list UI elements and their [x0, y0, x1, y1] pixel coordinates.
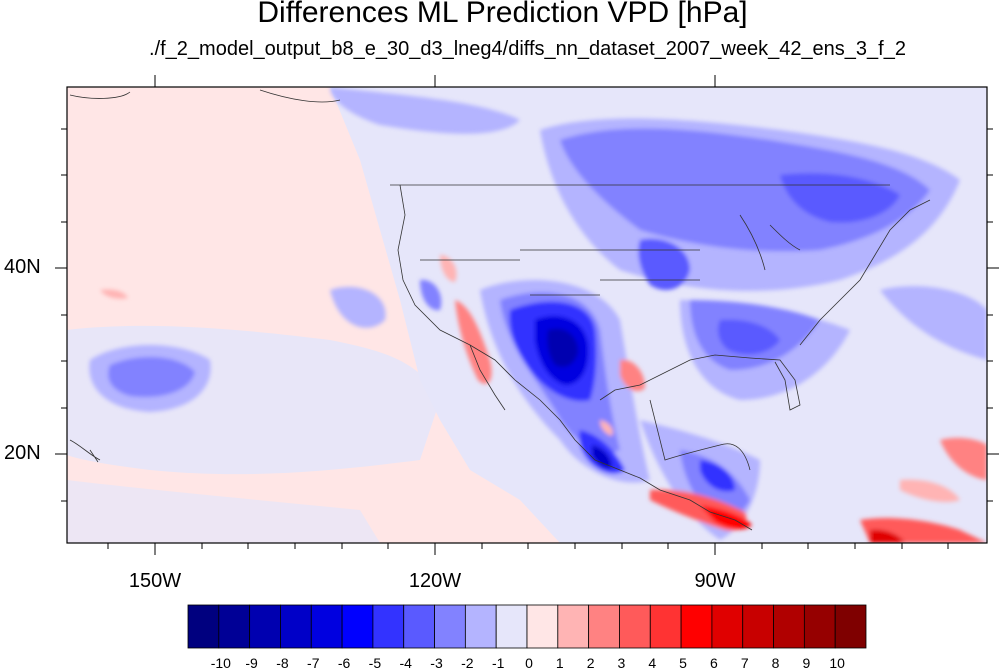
- colorbar-swatch: [434, 604, 466, 649]
- colorbar-swatch: [310, 604, 343, 649]
- colorbar-swatch: [372, 604, 405, 649]
- colorbar-swatch: [619, 604, 651, 649]
- colorbar-tick-label: 0: [525, 655, 533, 671]
- colorbar-swatch: [803, 604, 836, 649]
- colorbar-swatch: [711, 604, 744, 649]
- colorbar-tick-label: 5: [679, 655, 687, 671]
- colorbar-swatch: [464, 604, 497, 649]
- axis-ticks: [55, 75, 999, 555]
- lon-label-150w: 150W: [128, 570, 182, 592]
- colorbar-swatch: [557, 604, 590, 649]
- map-subtitle: ./f_2_model_output_b8_e_30_d3_lneg4/diff…: [149, 38, 906, 60]
- colorbar-swatch: [341, 604, 374, 649]
- colorbar-swatch: [218, 604, 251, 649]
- colorbar-tick-label: 10: [829, 655, 845, 671]
- colorbar-tick-label: -3: [430, 655, 443, 671]
- coastlines: [69, 89, 931, 531]
- map-field: [67, 87, 987, 543]
- lat-label-40n: 40N: [4, 256, 41, 278]
- lon-label-120w: 120W: [408, 570, 462, 592]
- colorbar-swatch: [834, 604, 867, 649]
- colorbar-swatch: [680, 604, 713, 649]
- colorbar-tick-label: 3: [617, 655, 626, 671]
- colorbar-swatch: [249, 604, 281, 649]
- colorbar-swatch: [588, 604, 620, 649]
- lat-label-20n: 20N: [4, 442, 41, 464]
- colorbar-tick-label: -7: [307, 655, 320, 671]
- colorbar-tick-label: 7: [740, 655, 749, 671]
- colorbar-swatch: [773, 604, 805, 649]
- colorbar-tick-label: -1: [491, 655, 505, 671]
- colorbar-swatch: [742, 604, 774, 649]
- colorbar-tick-label: 2: [586, 655, 595, 671]
- colorbar-tick-label: -6: [337, 655, 351, 671]
- colorbar-tick-label: 9: [802, 655, 811, 671]
- colorbar-tick-label: -8: [276, 655, 289, 671]
- colorbar-tick-label: 1: [555, 655, 564, 671]
- colorbar-tick-label: -10: [210, 655, 231, 671]
- colorbar-swatch: [526, 604, 559, 649]
- colorbar-tick-label: 6: [710, 655, 718, 671]
- colorbar-swatch: [280, 604, 312, 649]
- colorbar-tick-label: -4: [399, 655, 412, 671]
- colorbar-tick-label: 8: [771, 655, 780, 671]
- map-title: Differences ML Prediction VPD [hPa]: [257, 0, 748, 29]
- colorbar-swatch: [649, 604, 682, 649]
- colorbar-tick-label: -2: [461, 655, 474, 671]
- colorbar: [187, 604, 867, 649]
- colorbar-tick-label: -9: [245, 655, 258, 671]
- colorbar-swatch: [495, 604, 528, 649]
- colorbar-swatch: [403, 604, 435, 649]
- lon-label-90w: 90W: [694, 570, 736, 592]
- colorbar-tick-label: -5: [368, 655, 382, 671]
- colorbar-swatch: [187, 604, 220, 649]
- colorbar-tick-label: 4: [648, 655, 657, 671]
